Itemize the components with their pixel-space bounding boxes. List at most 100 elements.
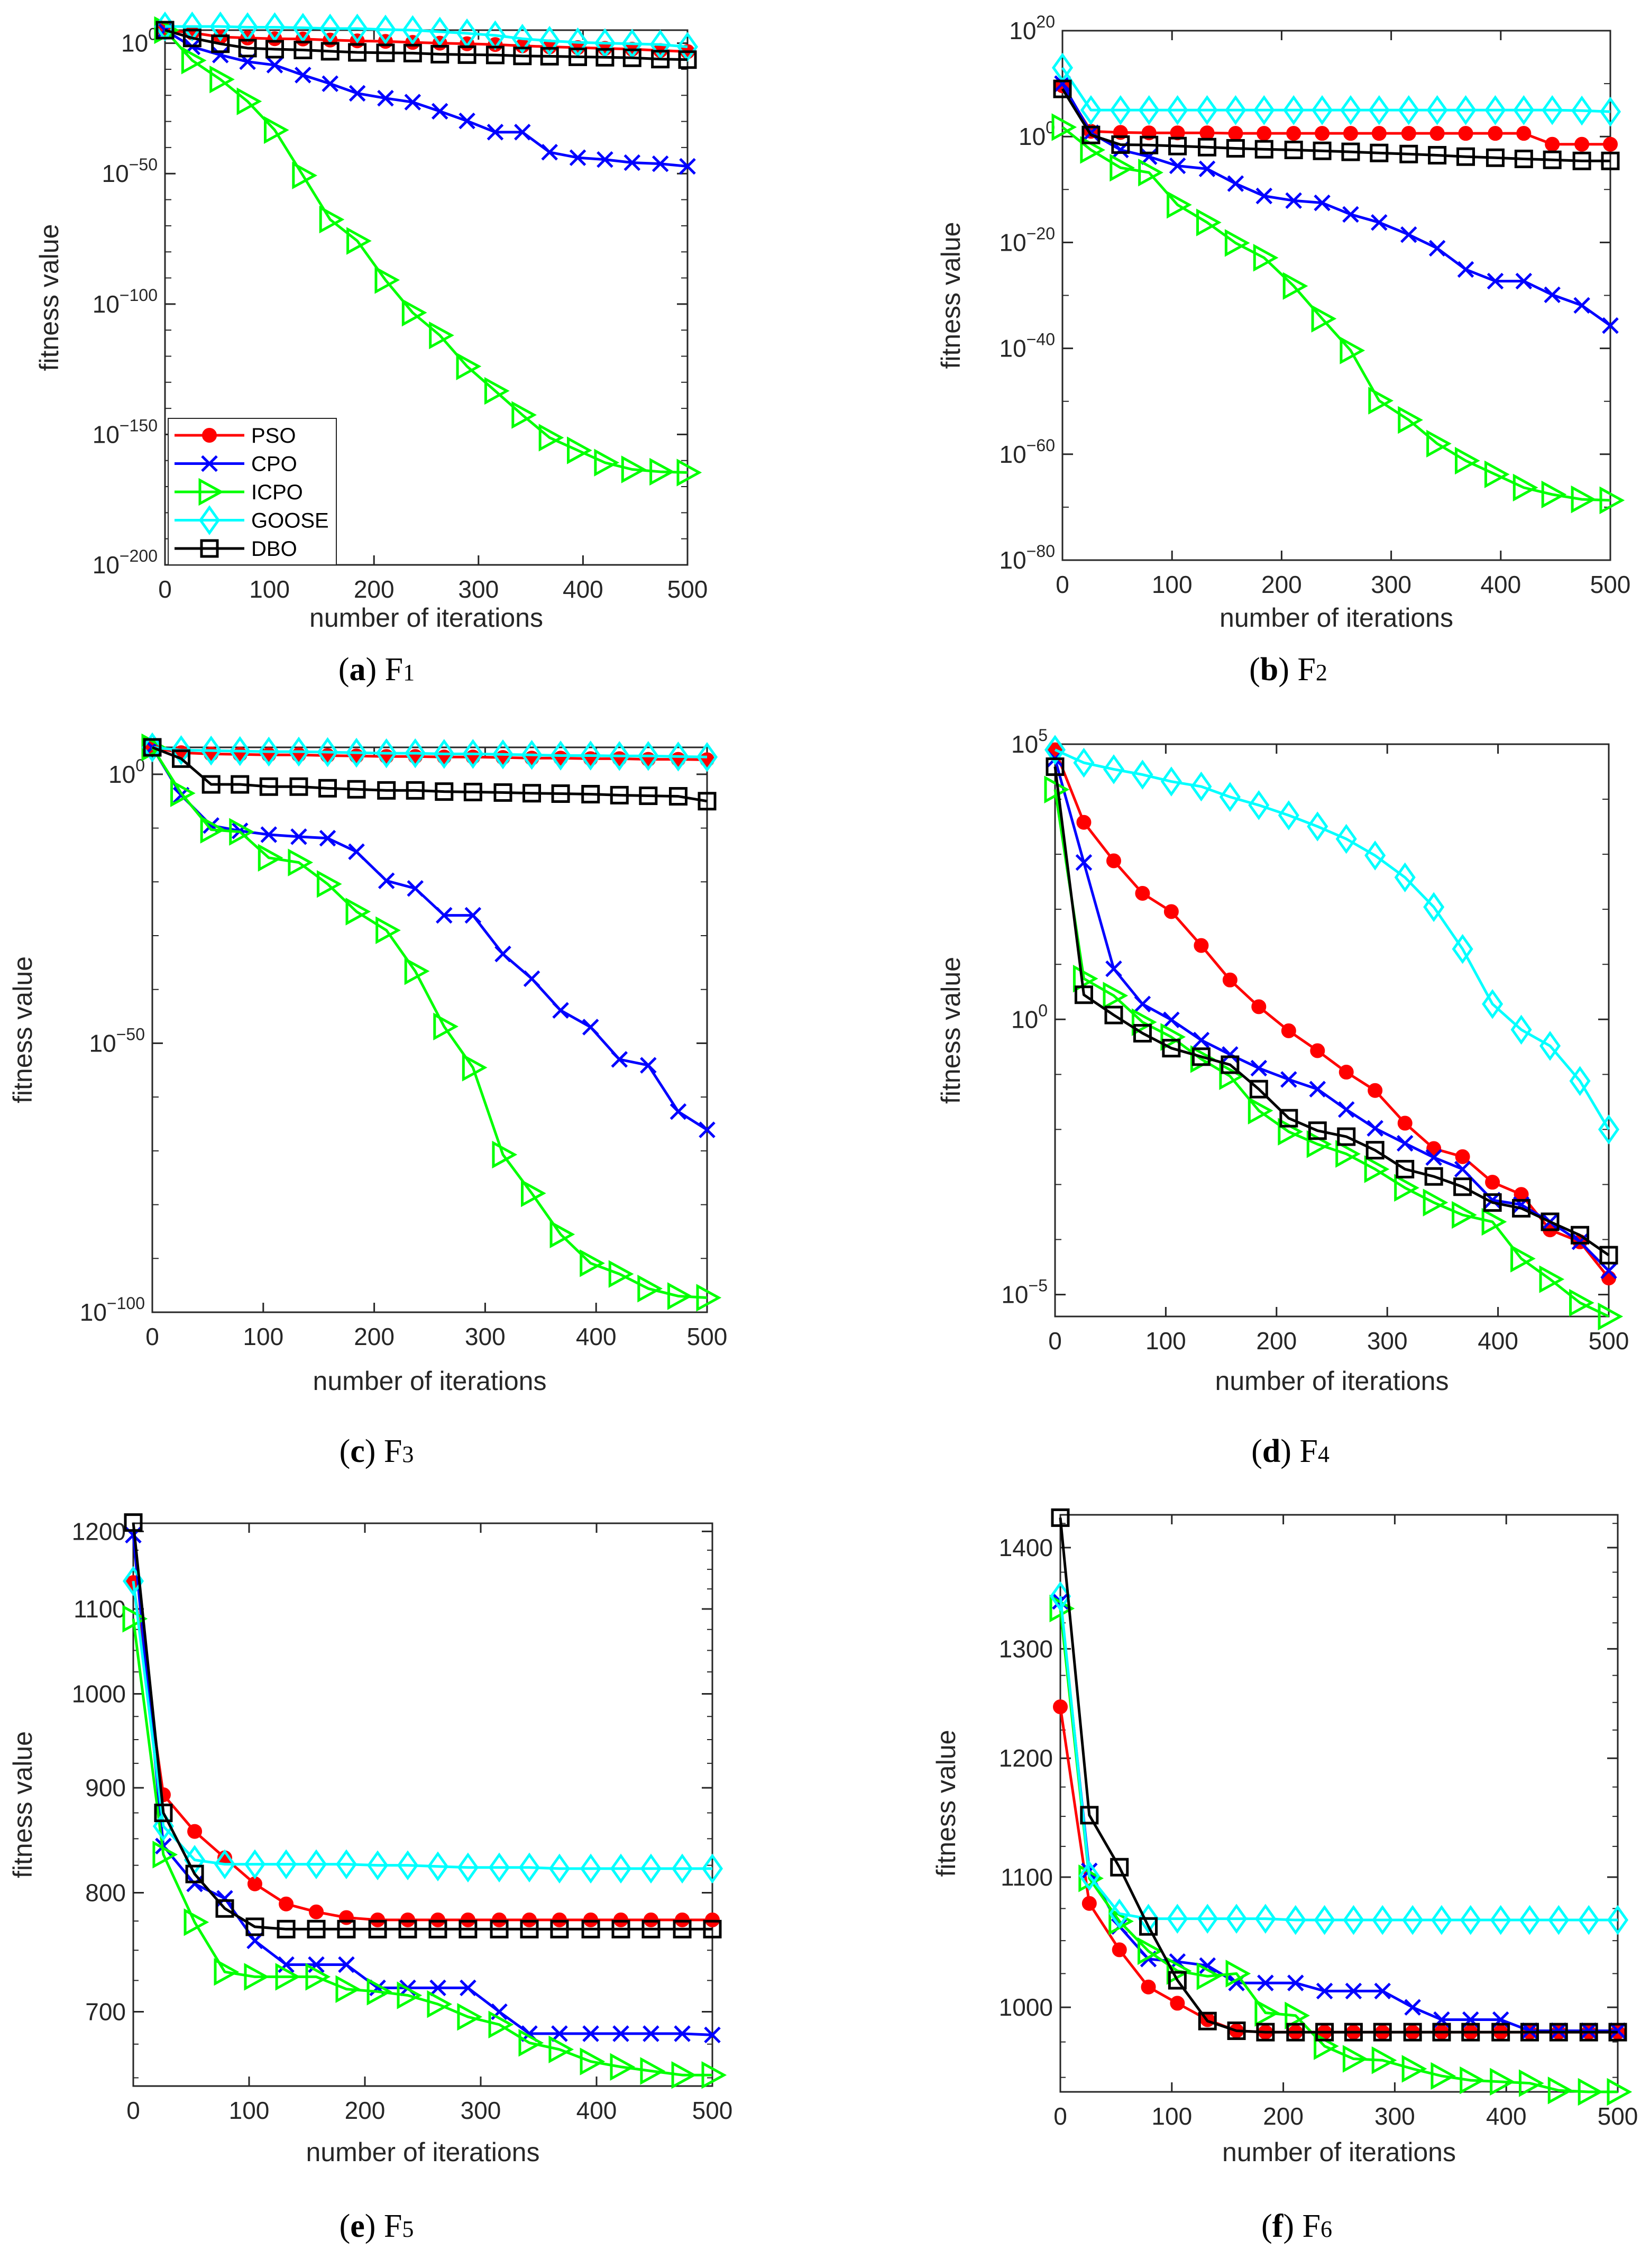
data-point-dbo bbox=[1162, 1039, 1181, 1058]
x-tick-label: 500 bbox=[687, 1323, 728, 1350]
data-point-dbo bbox=[428, 1919, 447, 1938]
y-tick-label: 100 bbox=[108, 756, 145, 788]
data-point-icpo bbox=[122, 1605, 148, 1633]
y-tick-label: 10−150 bbox=[93, 416, 158, 448]
data-point-cpo bbox=[679, 158, 696, 175]
data-point-goose bbox=[1283, 95, 1305, 125]
data-point-dbo bbox=[1198, 2011, 1217, 2031]
x-tick-label: 200 bbox=[1261, 571, 1302, 598]
data-point-dbo bbox=[550, 1919, 569, 1938]
data-point-icpo bbox=[637, 1275, 663, 1303]
data-point-pso bbox=[1222, 972, 1238, 987]
data-point-cpo bbox=[278, 1956, 295, 1973]
series-dbo bbox=[1053, 79, 1620, 170]
data-point-cpo bbox=[1163, 1011, 1180, 1028]
data-point-pso bbox=[1339, 1065, 1354, 1080]
data-point-dbo bbox=[1599, 1246, 1618, 1265]
data-point-cpo bbox=[612, 2025, 629, 2042]
series-line-cpo bbox=[1053, 758, 1610, 1272]
data-point-icpo bbox=[1311, 305, 1337, 333]
y-tick-label: 10−5 bbox=[1001, 1276, 1048, 1309]
data-point-cpo bbox=[1309, 1081, 1326, 1098]
data-point-icpo bbox=[258, 844, 283, 872]
data-point-goose bbox=[1431, 1905, 1453, 1935]
data-point-cpo bbox=[1314, 194, 1331, 212]
y-tick-label: 800 bbox=[85, 1879, 126, 1907]
data-point-icpo bbox=[1578, 2078, 1603, 2106]
data-point-dbo bbox=[406, 781, 425, 800]
data-point-dbo bbox=[1133, 1023, 1152, 1042]
data-point-dbo bbox=[337, 1919, 356, 1938]
data-point-icpo bbox=[152, 1841, 178, 1869]
data-point-dbo bbox=[551, 784, 570, 803]
data-point-dbo bbox=[347, 780, 366, 799]
data-point-goose bbox=[1368, 95, 1390, 125]
x-tick-label: 300 bbox=[465, 1323, 506, 1350]
data-point-goose bbox=[1394, 862, 1416, 893]
data-point-goose bbox=[1073, 747, 1095, 778]
data-point-icpo bbox=[401, 298, 427, 327]
x-tick-label: 100 bbox=[1151, 2102, 1192, 2130]
x-tick-label: 200 bbox=[354, 1323, 395, 1350]
data-point-goose bbox=[1335, 824, 1357, 854]
data-point-dbo bbox=[622, 48, 641, 67]
data-point-dbo bbox=[1341, 142, 1360, 161]
data-point-cpo bbox=[1367, 1120, 1383, 1137]
data-point-goose bbox=[1542, 95, 1563, 125]
data-point-icpo bbox=[457, 2002, 483, 2031]
x-axis-label: number of iterations bbox=[1215, 1366, 1449, 1396]
x-tick-label: 100 bbox=[1145, 1327, 1186, 1355]
data-point-goose bbox=[405, 738, 426, 769]
data-point-pso bbox=[1429, 126, 1445, 141]
x-tick-label: 300 bbox=[458, 575, 499, 603]
data-point-goose bbox=[518, 1852, 540, 1883]
series-dbo bbox=[143, 738, 717, 811]
data-point-icpo bbox=[1455, 446, 1480, 475]
data-point-goose bbox=[1285, 1905, 1306, 1935]
legend-marker-cpo bbox=[201, 455, 218, 472]
data-point-dbo bbox=[1249, 1080, 1268, 1099]
data-point-dbo bbox=[368, 1919, 387, 1938]
data-point-cpo bbox=[1371, 214, 1388, 231]
data-point-goose bbox=[701, 1853, 723, 1884]
data-point-dbo bbox=[1456, 147, 1475, 166]
data-point-dbo bbox=[1601, 151, 1620, 170]
data-point-cpo bbox=[1105, 960, 1122, 977]
data-point-dbo bbox=[1227, 2021, 1246, 2040]
data-point-cpo bbox=[514, 124, 531, 141]
data-point-cpo bbox=[1428, 240, 1446, 257]
data-point-goose bbox=[521, 739, 543, 770]
data-point-dbo bbox=[1104, 1005, 1123, 1025]
plot-area bbox=[151, 746, 708, 1313]
y-tick-label: 105 bbox=[1011, 726, 1048, 758]
data-point-pso bbox=[1401, 126, 1416, 141]
data-point-cpo bbox=[1342, 206, 1359, 223]
data-point-dbo bbox=[143, 738, 162, 757]
data-point-cpo bbox=[377, 89, 394, 107]
data-point-icpo bbox=[1072, 965, 1098, 993]
data-point-goose bbox=[637, 740, 659, 771]
data-point-pso bbox=[1516, 126, 1532, 141]
series-line-cpo bbox=[1061, 83, 1611, 327]
data-point-dbo bbox=[435, 782, 454, 801]
data-point-pso bbox=[1053, 1699, 1068, 1715]
data-point-cpo bbox=[290, 828, 307, 845]
data-point-dbo bbox=[172, 749, 191, 768]
data-point-icpo bbox=[1253, 244, 1279, 272]
data-point-cpo bbox=[1571, 1233, 1589, 1250]
x-tick-label: 100 bbox=[249, 575, 290, 603]
data-point-icpo bbox=[236, 87, 262, 115]
data-point-cpo bbox=[1396, 1135, 1414, 1152]
data-point-cpo bbox=[349, 85, 366, 102]
x-tick-label: 400 bbox=[1478, 1327, 1518, 1355]
data-point-goose bbox=[1197, 1904, 1218, 1934]
data-point-icpo bbox=[621, 455, 647, 483]
data-point-cpo bbox=[699, 1121, 716, 1138]
data-point-goose bbox=[549, 740, 572, 771]
data-point-goose bbox=[1510, 1014, 1532, 1045]
data-point-icpo bbox=[1518, 2069, 1544, 2097]
data-point-icpo bbox=[346, 227, 372, 255]
x-tick-label: 100 bbox=[1152, 571, 1193, 598]
data-point-cpo bbox=[404, 94, 421, 111]
data-point-cpo bbox=[1193, 1031, 1210, 1049]
